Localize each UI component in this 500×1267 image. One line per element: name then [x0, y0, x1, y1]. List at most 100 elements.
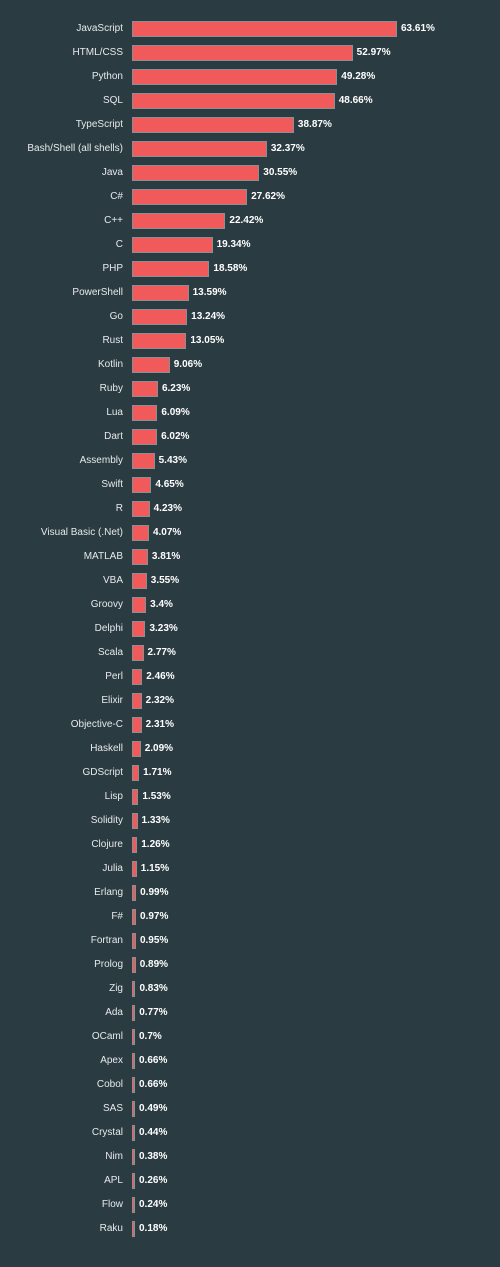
bar-row: Cobol 0.66%	[0, 1075, 500, 1095]
category-label: OCaml	[91, 1031, 123, 1042]
value-label: 0.83%	[139, 983, 168, 994]
bar-row: Elixir 2.32%	[0, 691, 500, 711]
bar	[132, 813, 138, 829]
category-label: Ruby	[99, 383, 123, 394]
value-label: 0.97%	[140, 911, 169, 922]
bar	[132, 189, 248, 205]
bar-row: C# 27.62%	[0, 187, 500, 207]
bar	[132, 453, 155, 469]
category-label: Julia	[102, 863, 123, 874]
bar-row: Swift 4.65%	[0, 475, 500, 495]
bar-row: APL 0.26%	[0, 1171, 500, 1191]
category-label: Lisp	[104, 791, 123, 802]
value-label: 2.77%	[147, 647, 176, 658]
bar-row: Zig 0.83%	[0, 979, 500, 999]
category-label: Raku	[99, 1223, 123, 1234]
category-label: Lua	[106, 407, 123, 418]
category-label: Scala	[97, 647, 123, 658]
category-label: Fortran	[90, 935, 123, 946]
bar-row: VBA 3.55%	[0, 571, 500, 591]
category-label: Haskell	[90, 743, 123, 754]
value-label: 19.34%	[216, 239, 251, 250]
value-label: 27.62%	[251, 191, 285, 202]
bar-row: Go 13.24%	[0, 307, 500, 327]
bar-row: Raku 0.18%	[0, 1219, 500, 1239]
bar	[132, 765, 140, 781]
bar-row: R 4.23%	[0, 499, 500, 519]
bar	[132, 621, 146, 637]
bar-row: JavaScript 63.61%	[0, 19, 500, 39]
bar-row: Java 30.55%	[0, 163, 500, 183]
category-label: Elixir	[101, 695, 123, 706]
category-label: Crystal	[91, 1127, 123, 1138]
category-label: JavaScript	[76, 23, 123, 34]
value-label: 0.18%	[139, 1223, 168, 1234]
value-label: 1.15%	[140, 863, 170, 874]
category-label: Apex	[100, 1055, 123, 1066]
bar	[132, 861, 137, 877]
bar-row: Scala 2.77%	[0, 643, 500, 663]
bar	[132, 477, 152, 493]
bar	[132, 1053, 135, 1069]
value-label: 1.26%	[141, 839, 170, 850]
value-label: 1.71%	[143, 767, 172, 778]
bar-row: Erlang 0.99%	[0, 883, 500, 903]
category-label: Objective-C	[70, 719, 123, 730]
bar-row: F# 0.97%	[0, 907, 500, 927]
value-label: 2.09%	[144, 743, 174, 754]
bar-row: C++ 22.42%	[0, 211, 500, 231]
bar-row: Delphi 3.23%	[0, 619, 500, 639]
value-label: 13.24%	[191, 311, 226, 322]
bar	[132, 285, 189, 301]
category-label: Bash/Shell (all shells)	[27, 143, 123, 154]
bar-row: OCaml 0.7%	[0, 1027, 500, 1047]
bar	[132, 1197, 135, 1213]
bar	[132, 645, 144, 661]
bar-row: Clojure 1.26%	[0, 835, 500, 855]
category-label: Nim	[105, 1151, 123, 1162]
value-label: 13.05%	[190, 335, 225, 346]
category-label: Cobol	[96, 1079, 123, 1090]
bar-row: Groovy 3.4%	[0, 595, 500, 615]
category-label: Groovy	[90, 599, 123, 610]
category-label: Flow	[101, 1199, 123, 1210]
bar-row: Flow 0.24%	[0, 1195, 500, 1215]
bar	[132, 357, 170, 373]
value-label: 0.99%	[140, 887, 169, 898]
category-label: GDScript	[82, 767, 123, 778]
category-label: Assembly	[79, 455, 123, 466]
value-label: 30.55%	[263, 167, 298, 178]
value-label: 63.61%	[401, 23, 435, 34]
bar-row: Nim 0.38%	[0, 1147, 500, 1167]
bar-row: Fortran 0.95%	[0, 931, 500, 951]
value-label: 0.66%	[139, 1079, 168, 1090]
value-label: 22.42%	[229, 215, 264, 226]
bar	[132, 237, 213, 253]
bar	[132, 21, 397, 37]
bar-row: Lua 6.09%	[0, 403, 500, 423]
bar-row: Ada 0.77%	[0, 1003, 500, 1023]
bar-row: SQL 48.66%	[0, 91, 500, 111]
bar-row: Julia 1.15%	[0, 859, 500, 879]
category-label: Perl	[105, 671, 123, 682]
bar	[132, 693, 142, 709]
bar	[132, 117, 294, 133]
bar	[132, 93, 335, 109]
category-label: Kotlin	[97, 359, 123, 370]
bar-row: HTML/CSS 52.97%	[0, 43, 500, 63]
bar-row: SAS 0.49%	[0, 1099, 500, 1119]
category-label: MATLAB	[83, 551, 123, 562]
category-label: TypeScript	[75, 119, 123, 130]
value-label: 9.06%	[173, 359, 203, 370]
bar	[132, 957, 136, 973]
category-label: C	[115, 239, 123, 250]
bar	[132, 45, 353, 61]
category-label: HTML/CSS	[72, 47, 123, 58]
bar	[132, 213, 226, 229]
value-label: 0.38%	[139, 1151, 168, 1162]
bar-row: Lisp 1.53%	[0, 787, 500, 807]
bar	[132, 885, 137, 901]
bar	[132, 549, 148, 565]
category-label: Dart	[104, 431, 123, 442]
bar-row: PHP 18.58%	[0, 259, 500, 279]
